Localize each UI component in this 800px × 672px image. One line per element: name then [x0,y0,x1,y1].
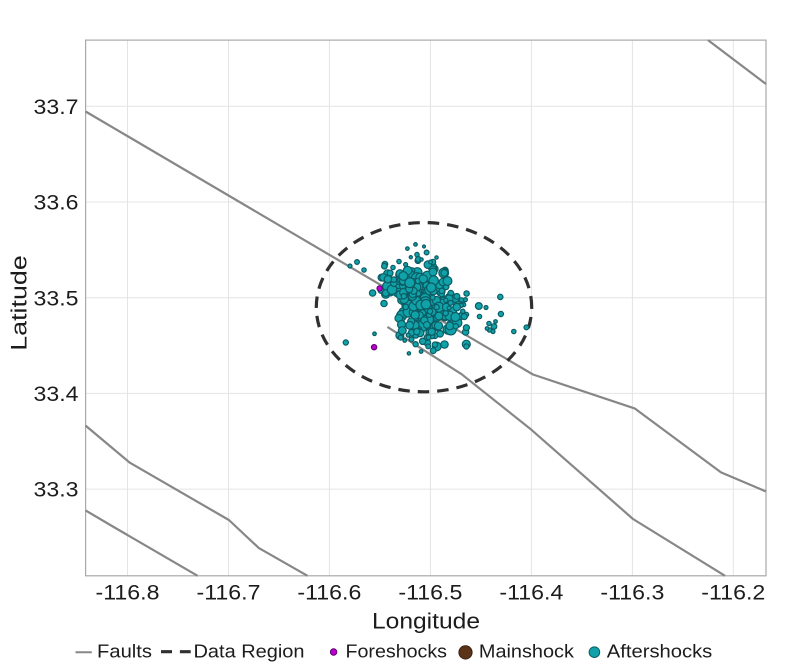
svg-text:33.3: 33.3 [34,479,79,502]
svg-text:-116.4: -116.4 [499,582,563,605]
svg-text:Longitude: Longitude [372,609,480,634]
svg-text:Faults: Faults [97,641,152,661]
svg-text:Mainshock: Mainshock [479,641,575,661]
svg-text:33.4: 33.4 [34,383,79,406]
svg-text:-116.7: -116.7 [197,582,261,605]
svg-text:33.7: 33.7 [34,96,79,119]
svg-text:33.5: 33.5 [34,287,79,310]
svg-text:-116.2: -116.2 [701,582,765,605]
svg-text:33.6: 33.6 [34,192,79,215]
svg-text:-116.5: -116.5 [398,582,462,605]
svg-text:Data Region: Data Region [194,641,305,661]
svg-text:Foreshocks: Foreshocks [346,641,448,661]
svg-text:-116.3: -116.3 [600,582,664,605]
svg-text:-116.6: -116.6 [297,582,361,605]
svg-text:Latitude: Latitude [7,255,32,351]
svg-text:-116.8: -116.8 [96,582,160,605]
svg-text:Aftershocks: Aftershocks [607,641,713,661]
